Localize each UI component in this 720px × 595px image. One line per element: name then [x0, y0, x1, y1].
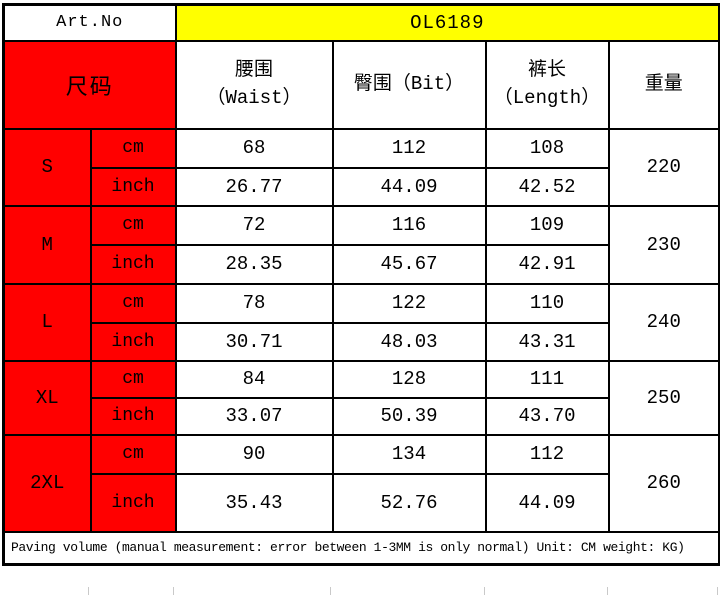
table-row-l-inch: inch 30.71 48.03 43.31	[4, 321, 720, 362]
unit-inch-cell: inch	[89, 243, 177, 285]
length-value-cell: 108	[484, 127, 610, 169]
waist-value-cell: 90	[174, 433, 334, 475]
size-cell: XL	[2, 359, 92, 436]
weight-value-cell: 230	[607, 204, 720, 285]
waist-value-cell: 72	[174, 204, 334, 246]
art-no-row: Art.No OL6189	[2, 3, 720, 42]
hip-value-cell: 112	[331, 127, 487, 169]
table-row-s-inch: inch 26.77 44.09 42.52	[4, 166, 720, 207]
hip-value-cell: 134	[331, 433, 487, 475]
unit-cm-cell: cm	[89, 359, 177, 399]
unit-cm-cell: cm	[89, 204, 177, 246]
size-cell: 2XL	[2, 433, 92, 533]
unit-inch-cell: inch	[89, 321, 177, 362]
size-cell: M	[2, 204, 92, 285]
length-header-cn: 裤长	[527, 58, 566, 81]
unit-cm-cell: cm	[89, 433, 177, 475]
weight-value-cell: 220	[607, 127, 720, 207]
length-value-cell: 43.70	[484, 396, 610, 436]
size-chart-table: Art.No OL6189 尺码 腰围 （Waist） 臀围（Bit） 裤长 （…	[2, 3, 720, 566]
column-header-row: 尺码 腰围 （Waist） 臀围（Bit） 裤长 （Length） 重量	[2, 39, 720, 130]
waist-value-cell: 78	[174, 282, 334, 324]
gridline-stub	[607, 587, 608, 595]
size-cell: S	[2, 127, 92, 207]
weight-value-cell: 250	[607, 359, 720, 436]
hip-value-cell: 45.67	[331, 243, 487, 285]
waist-value-cell: 30.71	[174, 321, 334, 362]
length-value-cell: 42.52	[484, 166, 610, 207]
weight-value-cell: 240	[607, 282, 720, 362]
footer-note: Paving volume (manual measurement: error…	[2, 530, 720, 566]
length-value-cell: 43.31	[484, 321, 610, 362]
length-value-cell: 111	[484, 359, 610, 399]
weight-value-cell: 260	[607, 433, 720, 533]
gridline-stub	[173, 587, 174, 595]
table-row-xl-inch: inch 33.07 50.39 43.70	[4, 396, 720, 436]
unit-cm-cell: cm	[89, 127, 177, 169]
table-row-m-cm: M cm 72 116 109 230	[2, 204, 720, 285]
gridline-stub	[484, 587, 485, 595]
size-cell: L	[2, 282, 92, 362]
gridline-stub	[717, 587, 718, 595]
waist-header-cn: 腰围	[234, 58, 273, 81]
gridline-stub	[330, 587, 331, 595]
waist-header-cell: 腰围 （Waist）	[174, 39, 334, 130]
unit-inch-cell: inch	[89, 396, 177, 436]
art-no-value-cell: OL6189	[174, 3, 720, 42]
hip-value-cell: 48.03	[331, 321, 487, 362]
waist-value-cell: 35.43	[174, 472, 334, 533]
hip-value-cell: 122	[331, 282, 487, 324]
length-value-cell: 44.09	[484, 472, 610, 533]
footer-row: Paving volume (manual measurement: error…	[2, 530, 720, 566]
waist-value-cell: 26.77	[174, 166, 334, 207]
hip-value-cell: 50.39	[331, 396, 487, 436]
table-row-m-inch: inch 28.35 45.67 42.91	[4, 243, 720, 285]
unit-inch-cell: inch	[89, 472, 177, 533]
hip-value-cell: 128	[331, 359, 487, 399]
length-header-en: （Length）	[493, 86, 601, 109]
length-value-cell: 112	[484, 433, 610, 475]
unit-cm-cell: cm	[89, 282, 177, 324]
hip-value-cell: 52.76	[331, 472, 487, 533]
gridline-stub	[88, 587, 89, 595]
waist-header-en: （Waist）	[206, 86, 302, 109]
length-value-cell: 42.91	[484, 243, 610, 285]
length-value-cell: 109	[484, 204, 610, 246]
waist-value-cell: 68	[174, 127, 334, 169]
table-row-l-cm: L cm 78 122 110 240	[2, 282, 720, 362]
waist-value-cell: 84	[174, 359, 334, 399]
unit-inch-cell: inch	[89, 166, 177, 207]
hip-value-cell: 116	[331, 204, 487, 246]
hip-value-cell: 44.09	[331, 166, 487, 207]
length-header-cell: 裤长 （Length）	[484, 39, 610, 130]
table-row-s-cm: S cm 68 112 108 220	[2, 127, 720, 207]
length-value-cell: 110	[484, 282, 610, 324]
weight-header-cell: 重量	[607, 39, 720, 130]
size-header-cell: 尺码	[2, 39, 177, 130]
hip-header-cell: 臀围（Bit）	[331, 39, 487, 130]
waist-value-cell: 28.35	[174, 243, 334, 285]
table-row-2xl-inch: inch 35.43 52.76 44.09	[4, 472, 720, 533]
art-no-label-cell: Art.No	[2, 3, 177, 42]
table-row-2xl-cm: 2XL cm 90 134 112 260	[2, 433, 720, 533]
waist-value-cell: 33.07	[174, 396, 334, 436]
table-row-xl-cm: XL cm 84 128 111 250	[2, 359, 720, 436]
